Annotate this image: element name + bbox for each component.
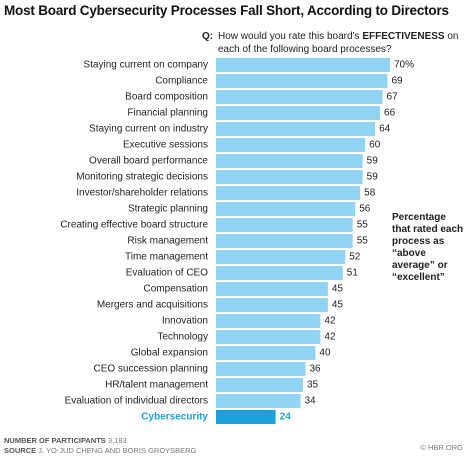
value-label: 55 (357, 236, 369, 247)
value-label: 56 (359, 204, 371, 215)
footer-label: NUMBER OF PARTICIPANTS (4, 436, 106, 445)
value-label: 42 (324, 316, 336, 327)
category-label: Board composition (125, 92, 208, 103)
category-label: Strategic planning (128, 204, 208, 215)
category-label: Cybersecurity (141, 412, 208, 423)
category-label: HR/talent management (105, 380, 208, 391)
value-label: 59 (367, 172, 379, 183)
value-label: 42 (324, 332, 336, 343)
category-label: Monitoring strategic decisions (76, 172, 208, 183)
category-label: Creating effective board structure (60, 220, 208, 231)
value-label: 51 (347, 268, 359, 279)
bar (216, 250, 346, 264)
question-part: on each of the following board processes… (218, 31, 459, 55)
value-label: 67 (387, 92, 399, 103)
bar (216, 410, 276, 424)
category-label: CEO succession planning (93, 364, 208, 375)
bar (216, 346, 316, 360)
bar (216, 154, 363, 168)
category-label: Mergers and acquisitions (97, 300, 208, 311)
value-label: 40 (319, 348, 331, 359)
value-label: 66 (384, 108, 396, 119)
category-label: Global expansion (131, 348, 208, 359)
bar (216, 314, 321, 328)
footer-source: SOURCE J. YO-JUD CHENG AND BORIS GROYSBE… (4, 446, 196, 455)
category-label: Overall board performance (89, 156, 208, 167)
value-label: 45 (332, 284, 344, 295)
category-label: Evaluation of individual directors (65, 396, 208, 407)
value-label: 52 (349, 252, 361, 263)
category-label: Innovation (162, 316, 208, 327)
value-label: 35 (307, 380, 319, 391)
value-label: 36 (309, 364, 321, 375)
value-label: 60 (369, 140, 381, 151)
bar (216, 362, 306, 376)
bar (216, 330, 321, 344)
bar (216, 298, 328, 312)
credit: © HBR.ORG (420, 443, 463, 452)
bar (216, 266, 343, 280)
bar (216, 106, 381, 120)
category-label: Time management (125, 252, 208, 263)
bar (216, 122, 376, 136)
category-label: Technology (157, 332, 208, 343)
bar (216, 202, 356, 216)
category-label: Compensation (144, 284, 208, 295)
footer-participants: NUMBER OF PARTICIPANTS 3,183 (4, 436, 127, 445)
value-label: 45 (332, 300, 344, 311)
question-part: How would you rate this board’s (218, 31, 363, 42)
bar (216, 394, 301, 408)
chart-title: Most Board Cybersecurity Processes Fall … (4, 3, 449, 18)
bar (216, 170, 363, 184)
value-label: 34 (305, 396, 317, 407)
value-label: 64 (379, 124, 391, 135)
question: Q: How would you rate this board’s EFFEC… (202, 30, 464, 56)
category-label: Compliance (155, 76, 208, 87)
question-emphasis: EFFECTIVENESS (362, 31, 445, 42)
annotation: Percentage that rated each process as “a… (392, 212, 464, 283)
bar (216, 234, 353, 248)
bar (216, 218, 353, 232)
category-label: Staying current on industry (89, 124, 208, 135)
value-label: 70% (394, 60, 414, 71)
bar (216, 282, 328, 296)
bar (216, 58, 390, 72)
bar (216, 186, 361, 200)
bar (216, 90, 383, 104)
question-text: How would you rate this board’s EFFECTIV… (218, 30, 464, 56)
value-label: 58 (364, 188, 376, 199)
category-label: Staying current on company (83, 60, 208, 71)
bar (216, 74, 388, 88)
bar (216, 138, 366, 152)
footer-value: J. YO-JUD CHENG AND BORIS GROYSBERG (38, 446, 197, 455)
category-label: Evaluation of CEO (126, 268, 208, 279)
question-label: Q: (202, 31, 214, 42)
footer-value: 3,183 (107, 436, 127, 445)
category-label: Investor/shareholder relations (76, 188, 208, 199)
value-label: 55 (357, 220, 369, 231)
bar (216, 378, 303, 392)
category-label: Executive sessions (123, 140, 208, 151)
category-label: Financial planning (127, 108, 208, 119)
value-label: 69 (392, 76, 404, 87)
value-label: 59 (367, 156, 379, 167)
footer-label: SOURCE (4, 446, 37, 455)
value-label: 24 (280, 412, 292, 423)
category-label: Risk management (127, 236, 208, 247)
